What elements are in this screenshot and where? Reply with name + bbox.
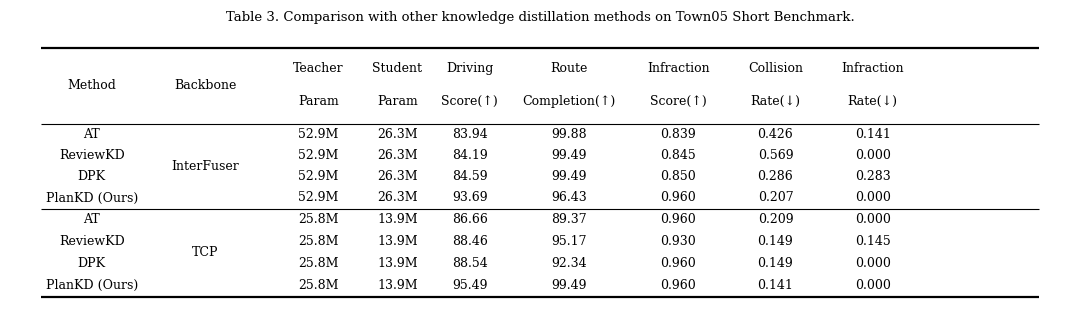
- Text: Infraction: Infraction: [647, 62, 710, 75]
- Text: 0.286: 0.286: [757, 170, 794, 183]
- Text: Param: Param: [377, 95, 418, 108]
- Text: 0.283: 0.283: [854, 170, 891, 183]
- Text: 52.9M: 52.9M: [298, 170, 339, 183]
- Text: AT: AT: [83, 128, 100, 141]
- Text: 0.149: 0.149: [757, 235, 794, 248]
- Text: InterFuser: InterFuser: [172, 159, 239, 173]
- Text: 99.88: 99.88: [552, 128, 586, 141]
- Text: PlanKD (Ours): PlanKD (Ours): [45, 279, 138, 292]
- Text: AT: AT: [83, 213, 100, 226]
- Text: Param: Param: [298, 95, 339, 108]
- Text: 0.845: 0.845: [660, 149, 697, 162]
- Text: Backbone: Backbone: [174, 79, 237, 92]
- Text: 0.930: 0.930: [660, 235, 697, 248]
- Text: 13.9M: 13.9M: [377, 257, 418, 270]
- Text: 52.9M: 52.9M: [298, 149, 339, 162]
- Text: 26.3M: 26.3M: [377, 170, 418, 183]
- Text: 0.145: 0.145: [854, 235, 891, 248]
- Text: 0.960: 0.960: [660, 192, 697, 205]
- Text: 0.426: 0.426: [757, 128, 794, 141]
- Text: 88.46: 88.46: [451, 235, 488, 248]
- Text: Driving: Driving: [446, 62, 494, 75]
- Text: DPK: DPK: [78, 170, 106, 183]
- Text: Infraction: Infraction: [841, 62, 904, 75]
- Text: 0.207: 0.207: [758, 192, 793, 205]
- Text: Route: Route: [551, 62, 588, 75]
- Text: 0.839: 0.839: [660, 128, 697, 141]
- Text: 96.43: 96.43: [551, 192, 588, 205]
- Text: 25.8M: 25.8M: [298, 235, 339, 248]
- Text: 13.9M: 13.9M: [377, 279, 418, 292]
- Text: 25.8M: 25.8M: [298, 257, 339, 270]
- Text: 26.3M: 26.3M: [377, 192, 418, 205]
- Text: 0.149: 0.149: [757, 257, 794, 270]
- Text: Collision: Collision: [748, 62, 802, 75]
- Text: 0.850: 0.850: [660, 170, 697, 183]
- Text: 95.49: 95.49: [453, 279, 487, 292]
- Text: 99.49: 99.49: [552, 149, 586, 162]
- Text: 93.69: 93.69: [453, 192, 487, 205]
- Text: Student: Student: [373, 62, 422, 75]
- Text: 52.9M: 52.9M: [298, 192, 339, 205]
- Text: 95.17: 95.17: [552, 235, 586, 248]
- Text: 0.141: 0.141: [854, 128, 891, 141]
- Text: Teacher: Teacher: [294, 62, 343, 75]
- Text: 25.8M: 25.8M: [298, 279, 339, 292]
- Text: Rate(↓): Rate(↓): [848, 95, 897, 108]
- Text: 0.000: 0.000: [854, 213, 891, 226]
- Text: 0.000: 0.000: [854, 279, 891, 292]
- Text: 0.141: 0.141: [757, 279, 794, 292]
- Text: 0.000: 0.000: [854, 149, 891, 162]
- Text: 83.94: 83.94: [451, 128, 488, 141]
- Text: 84.19: 84.19: [451, 149, 488, 162]
- Text: 84.59: 84.59: [453, 170, 487, 183]
- Text: 26.3M: 26.3M: [377, 149, 418, 162]
- Text: Table 3. Comparison with other knowledge distillation methods on Town05 Short Be: Table 3. Comparison with other knowledge…: [226, 11, 854, 24]
- Text: 88.54: 88.54: [451, 257, 488, 270]
- Text: 89.37: 89.37: [552, 213, 586, 226]
- Text: Method: Method: [67, 79, 117, 92]
- Text: 92.34: 92.34: [552, 257, 586, 270]
- Text: 0.000: 0.000: [854, 192, 891, 205]
- Text: 52.9M: 52.9M: [298, 128, 339, 141]
- Text: 0.569: 0.569: [758, 149, 793, 162]
- Text: ReviewKD: ReviewKD: [59, 235, 124, 248]
- Text: 0.960: 0.960: [660, 257, 697, 270]
- Text: 26.3M: 26.3M: [377, 128, 418, 141]
- Text: 99.49: 99.49: [552, 170, 586, 183]
- Text: DPK: DPK: [78, 257, 106, 270]
- Text: 0.960: 0.960: [660, 213, 697, 226]
- Text: 0.000: 0.000: [854, 257, 891, 270]
- Text: 99.49: 99.49: [552, 279, 586, 292]
- Text: PlanKD (Ours): PlanKD (Ours): [45, 192, 138, 205]
- Text: ReviewKD: ReviewKD: [59, 149, 124, 162]
- Text: 0.209: 0.209: [758, 213, 793, 226]
- Text: 25.8M: 25.8M: [298, 213, 339, 226]
- Text: 0.960: 0.960: [660, 279, 697, 292]
- Text: Score(↑): Score(↑): [650, 95, 706, 108]
- Text: Score(↑): Score(↑): [442, 95, 498, 108]
- Text: Completion(↑): Completion(↑): [523, 95, 616, 108]
- Text: 86.66: 86.66: [451, 213, 488, 226]
- Text: Rate(↓): Rate(↓): [751, 95, 800, 108]
- Text: 13.9M: 13.9M: [377, 213, 418, 226]
- Text: TCP: TCP: [192, 246, 218, 259]
- Text: 13.9M: 13.9M: [377, 235, 418, 248]
